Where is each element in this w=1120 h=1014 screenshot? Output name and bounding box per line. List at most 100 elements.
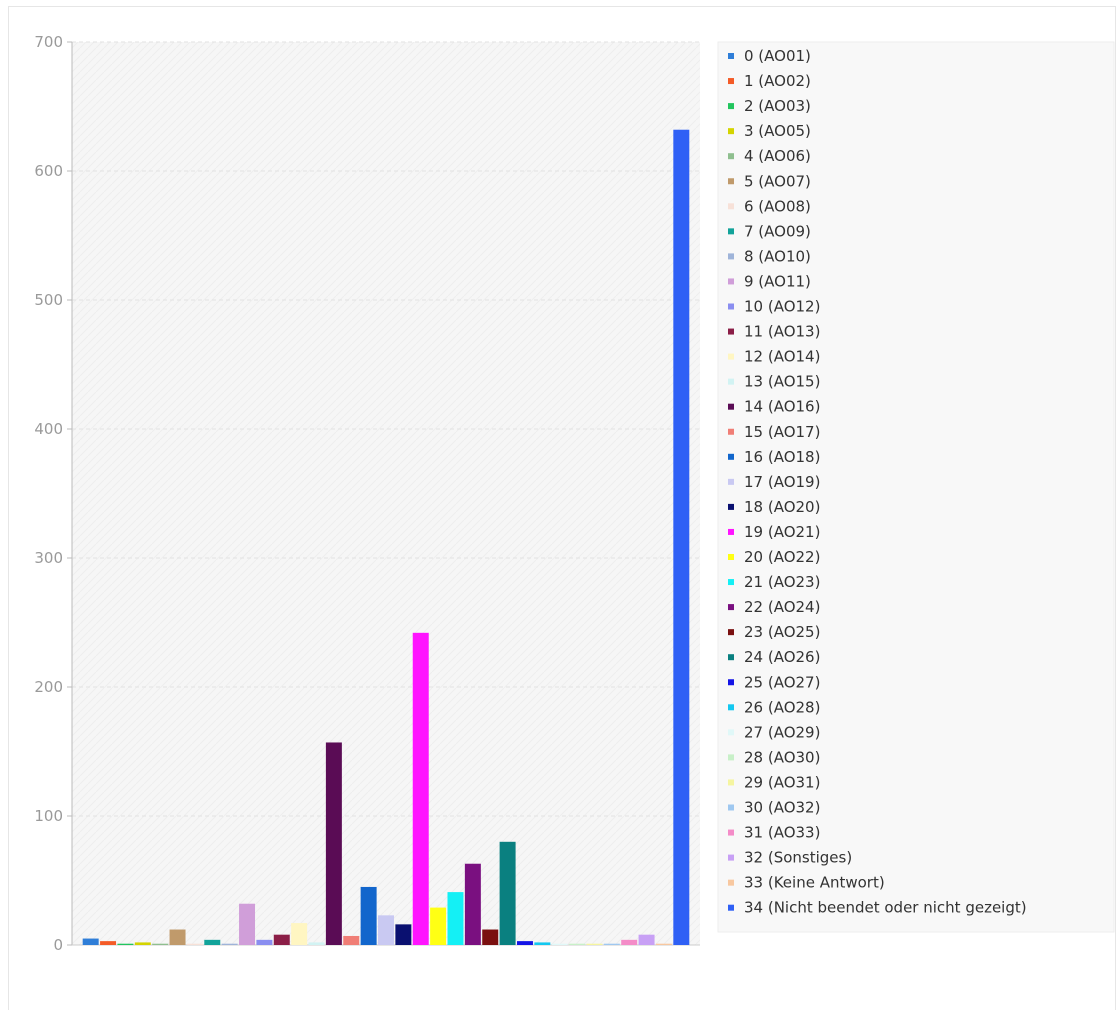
legend-swatch [728,128,734,135]
bar[interactable] [291,923,308,945]
legend-item[interactable]: 11 (AO13) [728,323,820,341]
bar[interactable] [551,943,568,945]
legend-label: 26 (AO28) [744,698,820,716]
legend-item[interactable]: 23 (AO25) [728,623,820,641]
legend-swatch [728,804,734,811]
legend-label: 18 (AO20) [744,498,820,516]
bar[interactable] [638,934,655,945]
legend-item[interactable]: 15 (AO17) [728,423,820,441]
legend-swatch [728,679,734,686]
legend-item[interactable]: 24 (AO26) [728,648,820,666]
legend-swatch [728,328,734,335]
chart-container [8,6,1116,1010]
y-tick-label: 200 [34,678,63,696]
bar[interactable] [239,903,256,945]
legend-item[interactable]: 22 (AO24) [728,598,820,616]
legend-box [717,41,1115,933]
legend-label: 30 (AO32) [744,799,820,817]
legend-item[interactable]: 6 (AO08) [728,197,811,215]
bar[interactable] [603,943,620,945]
legend-item[interactable]: 5 (AO07) [728,172,811,190]
legend-label: 34 (Nicht beendet oder nicht gezeigt) [744,899,1027,917]
legend-item[interactable]: 7 (AO09) [728,222,811,240]
bar[interactable] [117,943,134,945]
legend-item[interactable]: 26 (AO28) [728,698,820,716]
legend-label: 9 (AO11) [744,272,811,290]
legend-swatch [728,178,734,185]
bar[interactable] [621,939,638,945]
bar[interactable] [464,863,481,945]
legend-item[interactable]: 30 (AO32) [728,799,820,817]
bar[interactable] [256,939,273,945]
bar[interactable] [308,942,325,945]
legend-item[interactable]: 19 (AO21) [728,523,820,541]
legend-item[interactable]: 29 (AO31) [728,773,820,791]
bar[interactable] [586,943,603,945]
bar[interactable] [447,892,464,945]
legend-item[interactable]: 1 (AO02) [728,72,811,90]
bar[interactable] [673,129,690,946]
y-tick-label: 300 [34,549,63,567]
bar[interactable] [325,742,342,945]
bar[interactable] [569,943,586,945]
bar[interactable] [516,941,533,945]
bar[interactable] [482,929,499,945]
bar[interactable] [169,929,186,945]
legend-label: 1 (AO02) [744,72,811,90]
legend-item[interactable]: 32 (Sonstiges) [728,849,852,867]
legend-item[interactable]: 0 (AO01) [728,47,811,65]
legend-swatch [728,203,734,210]
legend-swatch [728,779,734,786]
legend-item[interactable]: 28 (AO30) [728,748,820,766]
legend-swatch [728,554,734,560]
legend-item[interactable]: 12 (AO14) [728,348,820,366]
bar[interactable] [534,942,551,945]
legend-item[interactable]: 17 (AO19) [728,473,820,491]
legend-label: 28 (AO30) [744,748,820,766]
legend-item[interactable]: 34 (Nicht beendet oder nicht gezeigt) [728,899,1027,917]
legend-item[interactable]: 20 (AO22) [728,548,820,566]
y-tick-label: 100 [34,807,63,825]
legend-item[interactable]: 31 (AO33) [728,824,820,842]
bar[interactable] [499,841,516,945]
legend-item[interactable]: 16 (AO18) [728,448,820,466]
legend-swatch [728,253,734,260]
bar[interactable] [412,632,429,945]
legend-swatch [728,729,734,736]
legend-item[interactable]: 2 (AO03) [728,97,811,115]
legend-item[interactable]: 21 (AO23) [728,573,820,591]
bar[interactable] [343,935,360,945]
legend-swatch [728,854,734,861]
legend-item[interactable]: 9 (AO11) [728,272,811,290]
legend-item[interactable]: 27 (AO29) [728,723,820,741]
bar[interactable] [360,886,377,945]
bar[interactable] [82,938,99,945]
bar[interactable] [395,924,412,945]
bar[interactable] [186,943,203,945]
legend-item[interactable]: 10 (AO12) [728,298,820,316]
bar[interactable] [273,934,290,945]
legend-item[interactable]: 4 (AO06) [728,147,811,165]
legend-item[interactable]: 18 (AO20) [728,498,820,516]
bar[interactable] [134,942,151,945]
bar[interactable] [430,907,447,945]
legend-item[interactable]: 25 (AO27) [728,673,820,691]
bar[interactable] [100,941,117,945]
plot-area [72,42,700,945]
bars [82,129,690,946]
legend-swatch [728,353,734,360]
bar[interactable] [152,943,169,945]
bar[interactable] [655,943,672,945]
bar[interactable] [221,943,238,945]
bar[interactable] [378,915,394,945]
legend-item[interactable]: 13 (AO15) [728,373,820,391]
legend-item[interactable]: 8 (AO10) [728,247,811,265]
legend-swatch [728,378,734,385]
legend-swatch [728,478,734,485]
legend-item[interactable]: 14 (AO16) [728,398,820,416]
bar[interactable] [204,939,221,945]
legend-swatch [728,704,734,711]
legend-item[interactable]: 33 (Keine Antwort) [728,874,885,892]
legend-item[interactable]: 3 (AO05) [728,122,811,140]
